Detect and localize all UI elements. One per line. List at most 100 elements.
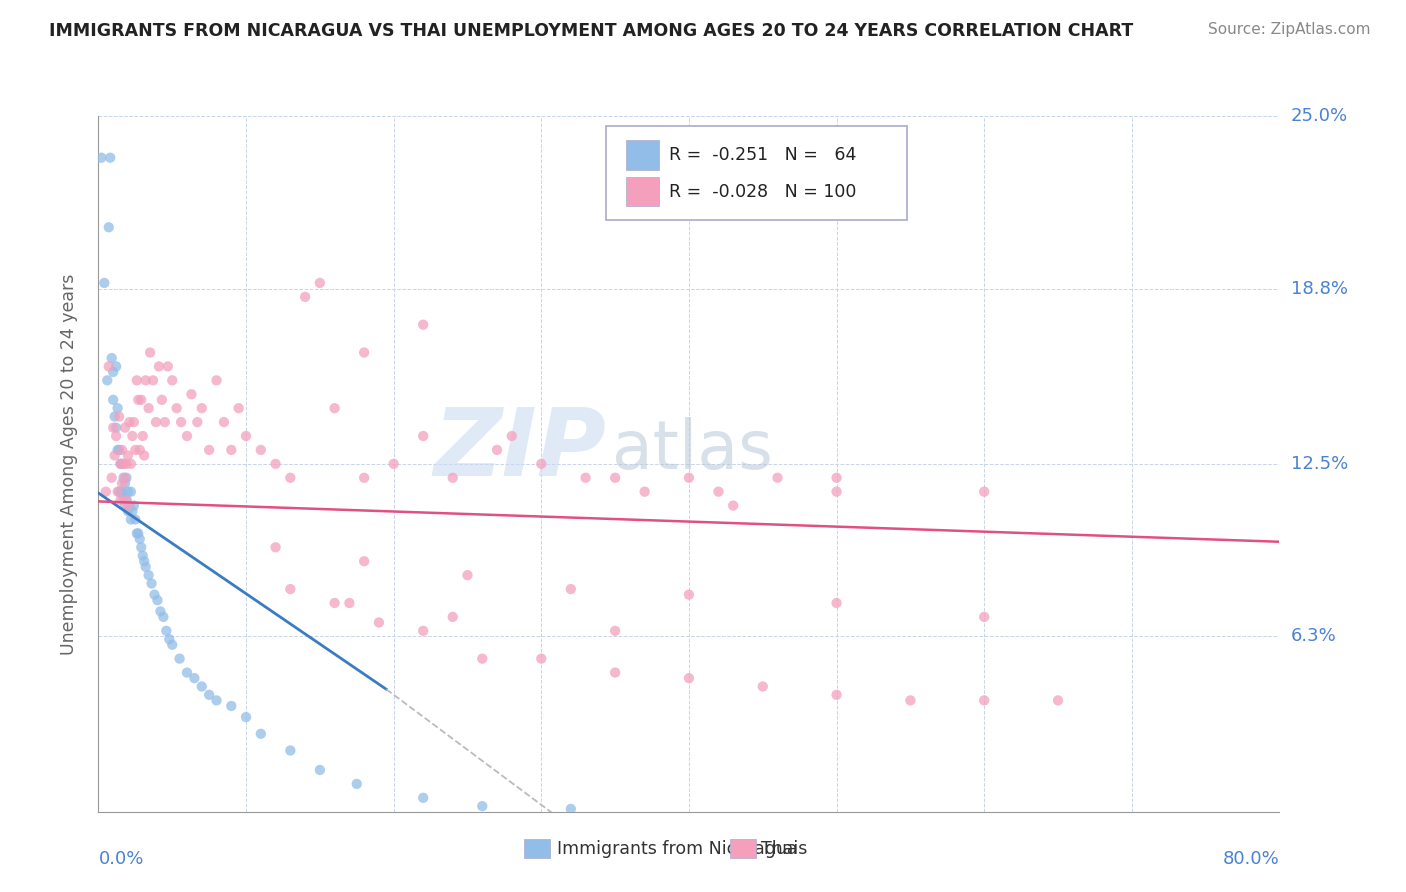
Point [323,596,346,610]
Point [105,429,128,443]
Point [707,484,730,499]
Point [212,415,235,429]
Point [100,351,122,365]
Point [501,429,523,443]
Point [176,429,198,443]
Point [353,345,375,359]
Point [146,593,169,607]
Point [162,638,183,652]
Point [530,651,553,665]
Point [110,484,132,499]
Point [198,688,221,702]
Point [605,624,627,638]
Point [205,373,228,387]
Bar [626,140,659,169]
Point [441,471,464,485]
Point [111,457,134,471]
Point [412,790,434,805]
Point [115,457,138,471]
Point [198,442,221,457]
Point [117,504,139,518]
Point [135,559,157,574]
Point [127,392,149,407]
Point [278,471,302,485]
Point [150,392,173,407]
Point [128,532,150,546]
Point [309,276,332,290]
Point [169,651,191,665]
Point [117,499,139,513]
Point [471,799,494,814]
Point [110,493,132,508]
Point [110,457,132,471]
Point [107,484,129,499]
Text: 25.0%: 25.0% [1291,107,1348,125]
Bar [523,838,550,858]
Point [250,442,273,457]
Point [118,415,141,429]
Text: Immigrants from Nicaragua: Immigrants from Nicaragua [557,839,797,857]
Point [115,493,138,508]
Point [162,373,183,387]
Point [111,484,134,499]
Point [486,442,509,457]
Point [141,576,163,591]
Point [93,276,115,290]
Point [264,457,287,471]
Point [157,632,180,647]
Point [100,471,122,485]
Point [97,220,120,235]
Point [121,504,143,518]
Point [143,588,166,602]
Point [120,484,142,499]
Point [135,373,157,387]
Point [353,554,375,568]
Point [122,415,145,429]
Point [678,588,700,602]
Point [456,568,478,582]
Point [103,392,125,407]
Point [114,471,136,485]
Point [412,624,434,638]
Point [110,457,132,471]
Point [104,449,127,463]
Point [605,471,627,485]
Point [205,693,228,707]
Point [721,499,744,513]
Point [111,476,134,491]
Point [125,373,148,387]
Point [108,409,131,424]
Point [149,604,172,618]
Point [176,665,198,680]
Point [766,471,789,485]
Point [605,665,627,680]
Point [155,624,177,638]
Point [412,429,434,443]
Y-axis label: Unemployment Among Ages 20 to 24 years: Unemployment Among Ages 20 to 24 years [59,273,77,655]
Point [117,449,139,463]
Point [118,499,141,513]
FancyBboxPatch shape [606,127,907,220]
Point [294,290,316,304]
Point [678,471,700,485]
Point [156,359,179,374]
Point [323,401,346,416]
Point [108,484,131,499]
Text: atlas: atlas [612,417,773,483]
Point [264,541,287,555]
Text: Source: ZipAtlas.com: Source: ZipAtlas.com [1208,22,1371,37]
Point [183,671,205,685]
Point [574,471,596,485]
Point [134,449,156,463]
Point [124,442,146,457]
Point [368,615,391,630]
Point [346,777,368,791]
Point [139,345,162,359]
Point [278,582,302,596]
Point [186,415,208,429]
Text: 6.3%: 6.3% [1291,627,1336,646]
Point [219,442,242,457]
Point [114,499,136,513]
Point [120,512,142,526]
Point [560,802,582,816]
